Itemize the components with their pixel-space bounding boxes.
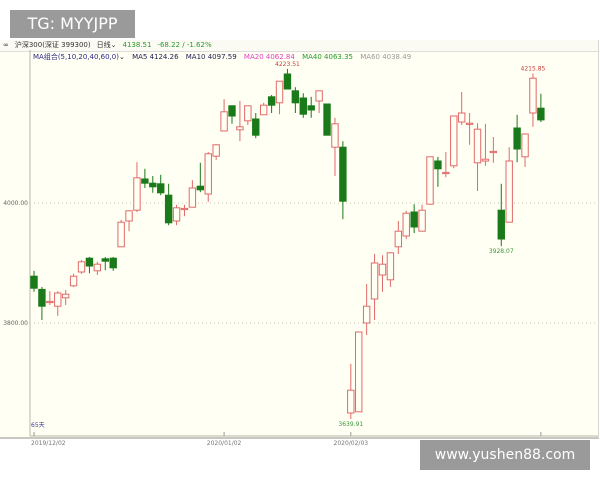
candle-up	[450, 115, 458, 167]
candle-up	[188, 187, 197, 208]
candle-up	[347, 389, 355, 414]
candle-up	[457, 112, 466, 123]
candle-up	[259, 104, 268, 116]
candle-up	[117, 221, 125, 248]
candle-down	[85, 257, 94, 267]
candle-up	[355, 331, 363, 413]
candle-up	[244, 105, 252, 122]
candle-down	[141, 178, 149, 184]
chart-panel	[0, 40, 599, 439]
candle-up	[521, 133, 529, 158]
candle-up	[77, 261, 86, 273]
candle-down	[410, 211, 418, 228]
candle-up	[315, 90, 323, 102]
candle-up	[505, 160, 513, 223]
candle-up	[236, 126, 244, 131]
ma10-value: MA10 4097.59	[185, 53, 237, 61]
ma-legend: MA组合(5,10,20,40,60,0)⌄ MA5 4124.26 MA10 …	[33, 52, 416, 62]
watermark-bottom: www.yushen88.com	[420, 440, 590, 470]
x-tick-label: 2020/01/02	[207, 440, 242, 447]
candle-down	[149, 182, 157, 188]
candle-up	[386, 252, 395, 281]
candle-down	[109, 257, 117, 269]
ma60-value: MA60 4038.49	[360, 53, 412, 61]
candle-up	[125, 210, 133, 222]
candle-down	[299, 97, 307, 115]
candle-up	[394, 230, 403, 248]
candle-up	[481, 158, 490, 162]
high-price-label: 4223.51	[275, 61, 300, 68]
candle-up	[473, 128, 482, 164]
candle-up	[220, 111, 228, 132]
ma20-value: MA20 4062.84	[243, 53, 295, 61]
quote-header: ∞ 沪深300(深证 399300) 日线⌄ 4138.51 -68.22 / -1.6…	[0, 40, 598, 52]
candle-up	[46, 300, 54, 304]
x-tick-label: 2019/12/02	[31, 440, 66, 447]
candle-up	[465, 122, 474, 125]
candle-down	[497, 209, 505, 240]
candle-down	[537, 107, 545, 121]
candle-up	[331, 123, 339, 148]
candle-up	[442, 171, 450, 175]
candle-up	[54, 292, 62, 307]
candle-up	[180, 207, 189, 211]
candle-down	[228, 105, 236, 117]
chevron-down-icon: ⌄	[118, 53, 125, 61]
candle-up	[212, 144, 220, 157]
candle-down	[291, 90, 300, 104]
candle-down	[30, 275, 38, 289]
candle-up	[378, 263, 387, 276]
period-count-label: 65天	[31, 422, 45, 429]
candle-up	[489, 150, 498, 154]
y-tick-label: 4000.00	[3, 200, 28, 207]
candle-down	[164, 194, 173, 224]
candle-up	[275, 80, 284, 104]
candle-down	[157, 183, 165, 194]
low-price-label: 3639.91	[338, 421, 363, 428]
candle-down	[196, 185, 205, 191]
low-price-label: 3928.07	[489, 248, 514, 255]
candle-up	[426, 156, 434, 205]
candle-down	[283, 73, 292, 90]
candle-up	[172, 207, 181, 222]
candle-up	[61, 293, 70, 299]
candle-up	[529, 77, 537, 114]
candle-down	[434, 160, 442, 170]
candle-up	[69, 275, 78, 287]
period-selector[interactable]: 日线⌄	[96, 41, 117, 49]
x-tick-label: 2020/02/03	[334, 440, 369, 447]
candle-up	[402, 212, 410, 237]
ma-combo-selector[interactable]: MA组合(5,10,20,40,60,0)⌄	[33, 53, 125, 61]
watermark-top: TG: MYYJPP	[10, 10, 135, 38]
candle-up	[133, 177, 141, 211]
ma40-value: MA40 4063.35	[302, 53, 353, 61]
candle-down	[267, 96, 276, 106]
candle-down	[307, 105, 315, 111]
candle-down	[38, 288, 46, 307]
candle-down	[513, 127, 521, 150]
candle-down	[101, 258, 109, 262]
ma5-value: MA5 4124.26	[132, 53, 179, 61]
candle-down	[339, 146, 347, 202]
candle-up	[418, 209, 426, 232]
candle-down	[252, 118, 260, 136]
last-price: 4138.51	[122, 41, 152, 49]
candle-down	[323, 103, 331, 136]
candle-up	[93, 263, 102, 272]
price-change: -68.22 / -1.62%	[157, 41, 212, 49]
chevron-down-icon: ⌄	[110, 41, 117, 49]
candle-up	[370, 262, 379, 300]
candle-up	[204, 153, 212, 195]
link-icon[interactable]: ∞	[3, 41, 9, 49]
y-tick-label: 3800.00	[3, 320, 28, 327]
candle-up	[362, 305, 371, 324]
symbol-name[interactable]: 沪深300(深证 399300)	[14, 41, 91, 49]
high-price-label: 4215.85	[521, 65, 546, 72]
